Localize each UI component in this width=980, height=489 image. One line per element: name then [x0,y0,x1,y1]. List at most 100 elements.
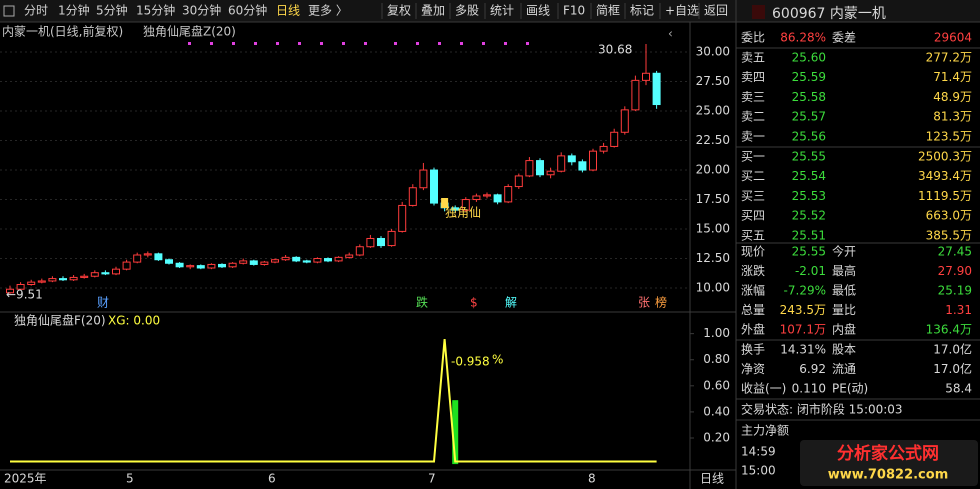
event-tag[interactable]: 榜 [655,295,667,310]
field-value: -7.29% [784,284,826,298]
candle-body [652,72,661,106]
candle-body [6,288,14,294]
field-value: 14.31% [780,343,826,357]
period-tab[interactable]: 60分钟 [228,3,267,18]
tool-button[interactable]: F10 [563,4,585,18]
field-label: 今开 [832,244,856,259]
candle-body [175,262,184,268]
book-price: 25.58 [792,90,826,104]
candle-body [430,169,438,204]
book-volume: 277.2万 [926,51,972,65]
candle-body [589,150,597,171]
event-tag[interactable]: $ [470,296,478,310]
book-level: 买二 [741,169,765,183]
book-level: 卖三 [741,90,765,104]
candle-body [133,254,142,263]
event-tag[interactable]: 财 [97,296,109,310]
tool-button[interactable]: 简框 [596,4,620,18]
candle-body [631,79,640,111]
book-price: 25.52 [792,209,826,223]
field-value: 25.55 [792,245,826,259]
event-tag[interactable]: 解 [505,296,517,310]
period-tab[interactable]: 15分钟 [136,3,175,18]
book-level: 卖四 [741,70,765,84]
field-label: 总量 [741,303,765,317]
period-tab[interactable]: 30分钟 [182,3,221,18]
candle-body [334,256,343,262]
candle-body [271,259,279,263]
period-tab[interactable]: 分时 [24,4,48,18]
book-volume: 663.0万 [926,209,972,223]
xg-line [10,339,657,463]
y-tick-label: 0.40 [703,404,730,418]
x-tick-label: 8 [588,472,596,486]
candle-body [196,265,205,269]
x-tick-label: 5 [126,472,134,486]
candle-body [90,272,99,277]
candle-body [620,109,629,133]
field-value: 27.45 [938,245,972,259]
candle-body [249,260,258,265]
tool-button[interactable]: 返回 [704,4,728,18]
candle-body [154,253,163,261]
period-label[interactable]: 日线 [700,472,724,486]
x-tick-label: 6 [268,472,276,486]
tool-button[interactable]: 多股 [455,4,479,18]
tool-button[interactable]: 画线 [526,4,550,18]
signal-dot [416,42,419,45]
tool-button[interactable]: 复权 [387,4,411,18]
field-value: 0.110 [792,382,826,396]
candle-body [302,260,311,263]
y-tick-label: 10.00 [696,281,730,295]
y-tick-label: 15.00 [696,222,730,236]
tool-button[interactable]: 叠加 [421,4,445,18]
candle-body [69,276,78,281]
candle-body [260,261,269,265]
y-tick-label: 30.00 [696,45,730,59]
book-volume: 1119.5万 [918,189,972,203]
candle-body [504,186,513,203]
candle-body [461,199,470,211]
y-tick-label: 0.60 [703,378,730,392]
signal-dot [232,42,235,45]
candle-body [546,170,555,176]
period-tab[interactable]: 1分钟 [58,3,90,18]
y-tick-label: 22.50 [696,133,730,147]
candle-body [239,260,248,264]
candle-body [207,263,216,269]
event-tag[interactable]: 张 [638,296,650,310]
candle-body [186,265,195,268]
chart-title: 内蒙一机(日线,前复权) [2,24,123,39]
tool-button[interactable]: 统计 [490,4,514,18]
period-tab[interactable]: 5分钟 [96,3,128,18]
candle-body [143,253,152,256]
period-tab[interactable]: 更多 〉 [308,4,348,18]
tool-button[interactable]: 标记 [630,4,654,18]
field-value: 17.0亿 [933,361,972,376]
signal-dot [188,42,191,45]
event-tag[interactable]: 跌 [416,295,428,310]
candle-body [101,272,110,275]
field-value: 25.19 [938,284,972,298]
y-tick-label: 12.50 [696,251,730,265]
candle-body [48,278,57,282]
arrow-icon[interactable]: ‹ [668,27,673,41]
bar [452,400,459,465]
y-tick-label: 17.50 [696,192,730,206]
tool-button[interactable]: +自选 [665,4,699,18]
candle-body [80,275,89,278]
candle-body [218,263,226,268]
field-value: 17.0亿 [933,342,972,357]
period-tab[interactable]: 日线 [276,4,300,18]
book-level: 卖二 [741,110,765,124]
book-level: 买四 [741,209,765,223]
candle-body [112,268,120,275]
signal-dot [394,42,397,45]
book-price: 25.56 [792,129,826,143]
menu-icon[interactable] [3,5,15,17]
field-label: 股本 [832,343,856,357]
candle-body [345,254,354,258]
candle-body [37,280,46,283]
candle-body [514,175,523,188]
